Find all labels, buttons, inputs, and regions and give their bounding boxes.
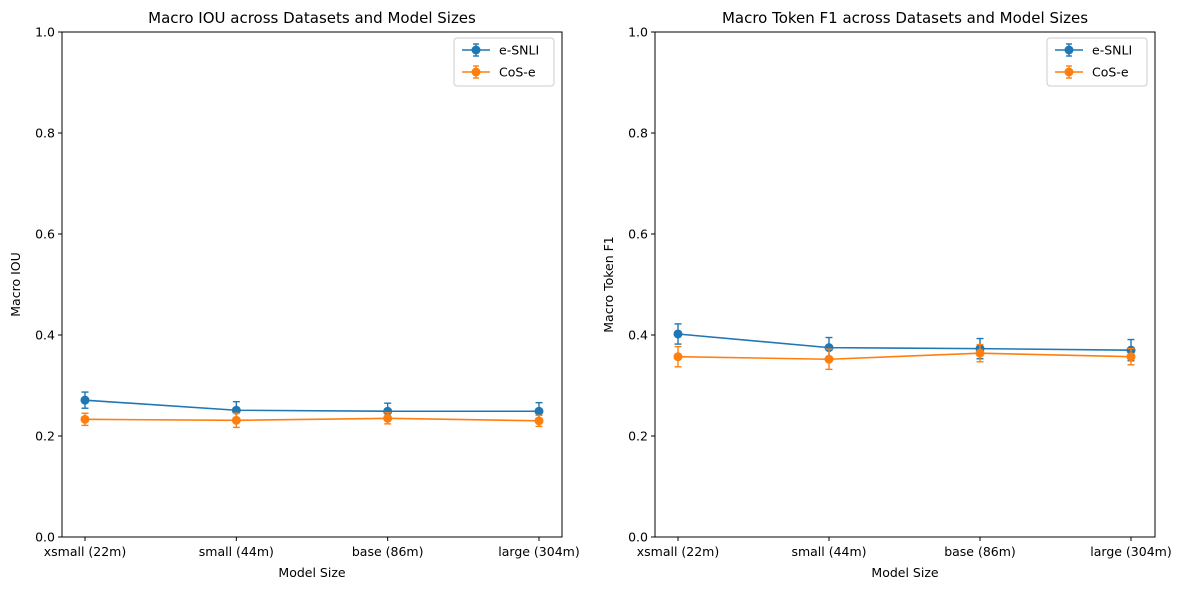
plot-frame [654,31,1156,538]
series-line [84,417,540,422]
legend-label: e-SNLI [1092,43,1132,58]
x-tick-label: small (44m) [791,544,866,559]
data-point [80,414,90,424]
series-line [677,333,1132,351]
series-CoS-e [80,412,544,429]
x-tick-label: base (86m) [352,544,424,559]
x-tick-label: large (304m) [498,544,579,559]
y-tick-label: 0.0 [35,530,55,545]
legend-label: e-SNLI [499,43,539,58]
x-tick-label: base (86m) [944,544,1016,559]
y-tick-label: 1.0 [35,25,55,40]
series-line [84,399,539,413]
y-tick-label: 1.0 [628,25,648,40]
y-tick-label: 0.8 [628,126,648,141]
data-point [231,415,241,425]
legend: e-SNLI CoS-e [453,37,555,87]
x-tick-label: small (44m) [199,544,274,559]
data-point [534,416,544,426]
y-axis-label: Macro IOU [8,252,23,316]
chart-panel-1: Macro IOU across Datasets and Model Size… [8,9,580,580]
y-tick-label: 0.0 [628,530,648,545]
data-point [1126,352,1136,362]
y-tick-label: 0.6 [35,227,55,242]
plot-frame [61,31,563,538]
chart-title: Macro IOU across Datasets and Model Size… [148,9,476,27]
y-tick-label: 0.6 [628,227,648,242]
series-CoS-e [673,343,1136,371]
x-axis-label: Model Size [278,565,345,580]
x-tick-label: xsmall (22m) [44,544,127,559]
data-point [975,348,985,358]
y-tick-label: 0.2 [35,429,55,444]
data-point [383,413,393,423]
series-e-SNLI [673,323,1136,362]
y-tick-label: 0.4 [628,328,648,343]
x-tick-label: xsmall (22m) [637,544,720,559]
data-point [673,352,683,362]
legend-marker [471,45,481,55]
series-line [677,352,1132,361]
data-point [673,329,683,339]
data-point [383,406,393,416]
legend-label: CoS-e [1092,65,1129,80]
chart-panel-2: Macro Token F1 across Datasets and Model… [601,9,1172,580]
series-e-SNLI [80,391,544,421]
y-tick-label: 0.8 [35,126,55,141]
legend-marker [1064,45,1074,55]
legend: e-SNLI CoS-e [1046,37,1148,87]
data-point [231,405,241,415]
y-tick-label: 0.2 [628,429,648,444]
data-point [824,343,834,353]
legend-label: CoS-e [499,65,536,80]
legend-marker [1064,67,1074,77]
legend-marker [471,67,481,77]
data-point [824,354,834,364]
chart-title: Macro Token F1 across Datasets and Model… [722,9,1088,27]
y-tick-label: 0.4 [35,328,55,343]
x-tick-label: large (304m) [1090,544,1171,559]
x-axis-label: Model Size [871,565,938,580]
data-point [80,395,90,405]
data-point [534,406,544,416]
y-axis-label: Macro Token F1 [601,236,616,332]
